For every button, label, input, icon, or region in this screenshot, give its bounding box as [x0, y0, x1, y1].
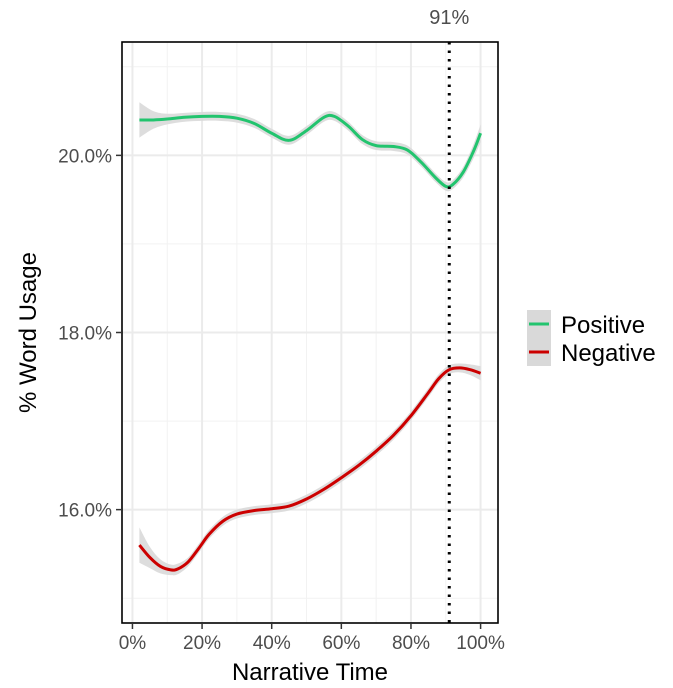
negative-confidence-band [139, 363, 481, 576]
y-axis-ticks: 16.0% 18.0% 20.0% [58, 146, 122, 522]
negative-series-line [138, 366, 482, 572]
y-axis-title: % Word Usage [15, 252, 42, 413]
series-lines [138, 113, 482, 572]
x-tick-label: 40% [253, 633, 291, 654]
x-tick-label: 20% [183, 633, 221, 654]
negative-legend-label: Negative [561, 340, 656, 367]
reference-line-label: 91% [429, 7, 469, 29]
x-axis-title: Narrative Time [232, 659, 388, 686]
x-tick-label: 80% [392, 633, 430, 654]
x-tick-label: 0% [119, 633, 147, 654]
positive-legend-label: Positive [561, 312, 645, 339]
y-tick-label: 18.0% [58, 324, 112, 345]
x-tick-label: 60% [322, 633, 360, 654]
gridlines [122, 42, 498, 623]
confidence-bands [139, 102, 481, 576]
x-tick-label: 100% [456, 633, 505, 654]
x-axis-ticks: 0% 20% 40% 60% 80% 100% [119, 623, 505, 654]
positive-confidence-band [139, 102, 481, 192]
positive-series-line [139, 113, 482, 189]
y-tick-label: 20.0% [58, 146, 112, 167]
y-tick-label: 16.0% [58, 501, 112, 522]
